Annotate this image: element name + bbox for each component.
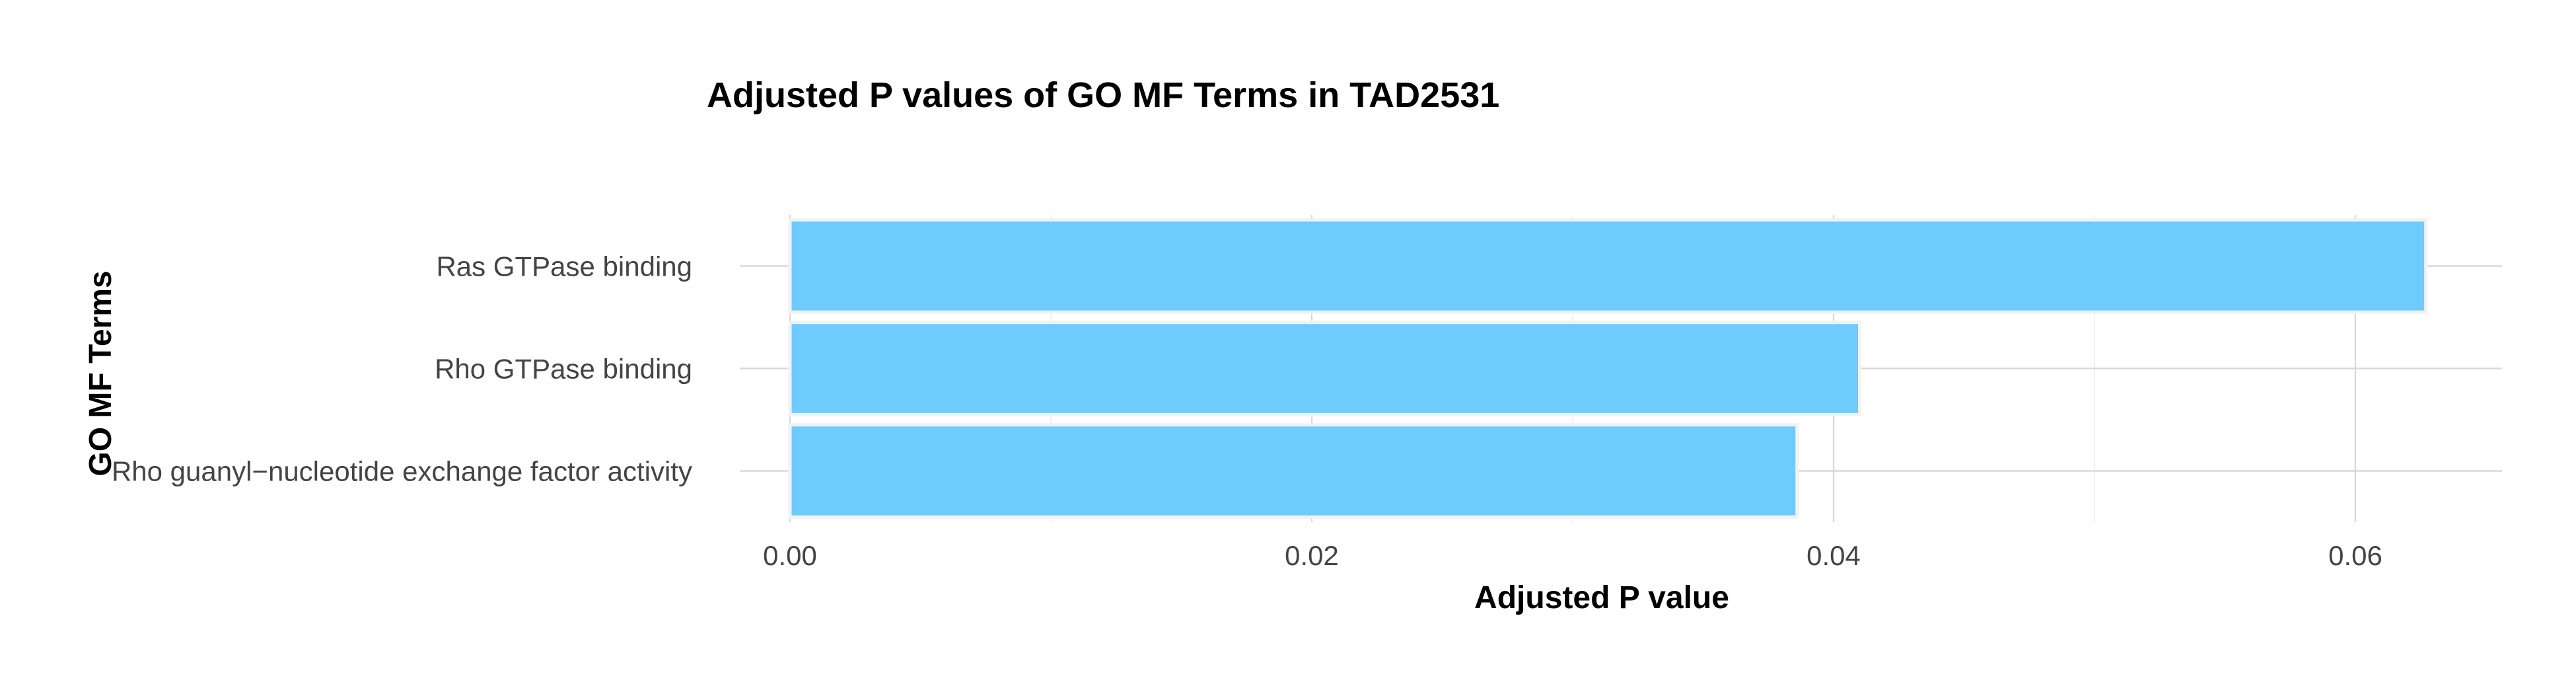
bar-ras-gtpase-binding	[788, 218, 2428, 314]
x-axis-title: Adjusted P value	[1474, 580, 1729, 615]
y-axis-title: GO MF Terms	[83, 270, 118, 476]
bars	[788, 218, 2428, 519]
bar-rho-gtpase-binding	[788, 321, 1861, 416]
y-tick-label: Ras GTPase binding	[436, 251, 692, 282]
x-tick-label: 0.04	[1807, 540, 1861, 571]
y-tick-label: Rho GTPase binding	[435, 354, 692, 385]
chart-title: Adjusted P values of GO MF Terms in TAD2…	[707, 75, 1499, 115]
y-axis-tick-labels: Ras GTPase binding Rho GTPase binding Rho …	[112, 251, 692, 487]
x-tick-label: 0.06	[2328, 540, 2382, 571]
x-tick-label: 0.02	[1285, 540, 1339, 571]
x-axis-tick-labels: 0.00 0.02 0.04 0.06	[763, 540, 2382, 571]
y-tick-label: Rho guanyl−nucleotide exchange factor ac…	[112, 456, 692, 487]
x-tick-label: 0.00	[763, 540, 817, 571]
bar-rho-guanyl-nucleotide-exchange-factor-activity	[788, 423, 1799, 519]
